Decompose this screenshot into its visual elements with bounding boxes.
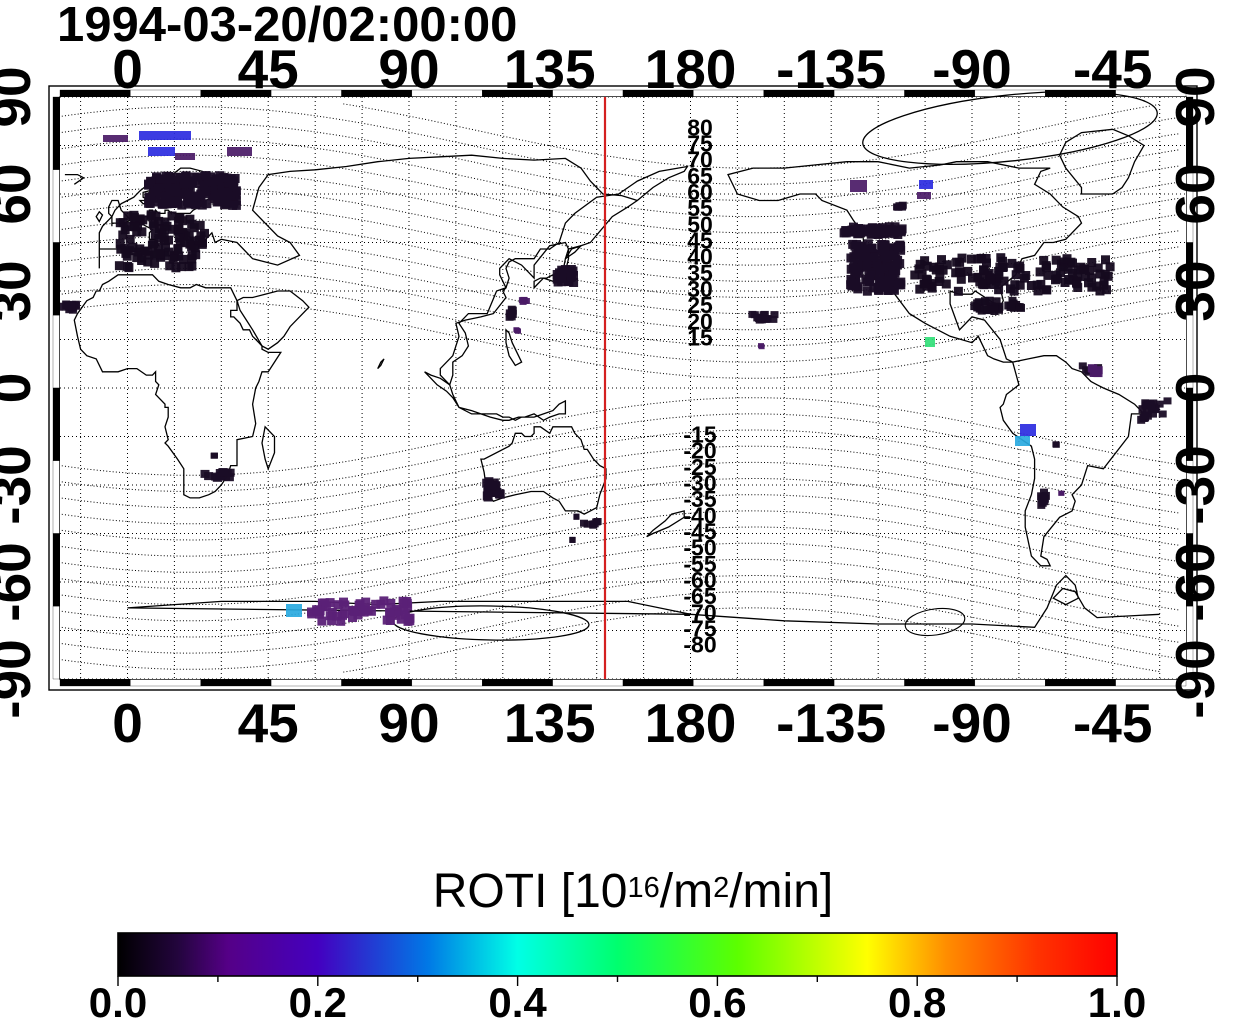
svg-text:-30: -30 <box>0 445 42 525</box>
svg-text:90: 90 <box>1164 66 1226 127</box>
svg-text:180: 180 <box>645 38 737 100</box>
svg-text:-30: -30 <box>1164 445 1226 525</box>
svg-text:135: 135 <box>504 692 596 754</box>
svg-text:0: 0 <box>0 373 42 404</box>
svg-text:0.6: 0.6 <box>688 979 746 1024</box>
svg-text:180: 180 <box>645 692 737 754</box>
svg-text:0.4: 0.4 <box>488 979 547 1024</box>
svg-text:-135: -135 <box>776 692 886 754</box>
svg-text:-60: -60 <box>1164 542 1226 622</box>
svg-text:-45: -45 <box>1073 38 1153 100</box>
svg-text:0.8: 0.8 <box>888 979 946 1024</box>
svg-text:90: 90 <box>378 38 439 100</box>
svg-text:-60: -60 <box>0 542 42 622</box>
svg-text:0.2: 0.2 <box>289 979 347 1024</box>
svg-text:45: 45 <box>238 692 299 754</box>
svg-text:80: 80 <box>687 114 713 140</box>
svg-text:-90: -90 <box>1164 639 1226 719</box>
svg-text:-135: -135 <box>776 38 886 100</box>
svg-text:ROTI [1016/m2/min]: ROTI [1016/m2/min] <box>433 865 833 918</box>
svg-text:90: 90 <box>378 692 439 754</box>
svg-text:-90: -90 <box>0 639 42 719</box>
svg-text:90: 90 <box>0 66 42 127</box>
svg-text:30: 30 <box>0 260 42 321</box>
svg-text:-80: -80 <box>683 632 716 658</box>
svg-text:45: 45 <box>238 38 299 100</box>
svg-text:30: 30 <box>1164 260 1226 321</box>
svg-text:135: 135 <box>504 38 596 100</box>
svg-text:-90: -90 <box>932 692 1012 754</box>
svg-text:60: 60 <box>0 163 42 224</box>
svg-text:0: 0 <box>112 692 143 754</box>
svg-text:-90: -90 <box>932 38 1012 100</box>
svg-text:0: 0 <box>112 38 143 100</box>
svg-text:0.0: 0.0 <box>89 979 147 1024</box>
svg-text:-45: -45 <box>1073 692 1153 754</box>
svg-text:1.0: 1.0 <box>1088 979 1146 1024</box>
svg-text:0: 0 <box>1164 373 1226 404</box>
svg-text:60: 60 <box>1164 163 1226 224</box>
